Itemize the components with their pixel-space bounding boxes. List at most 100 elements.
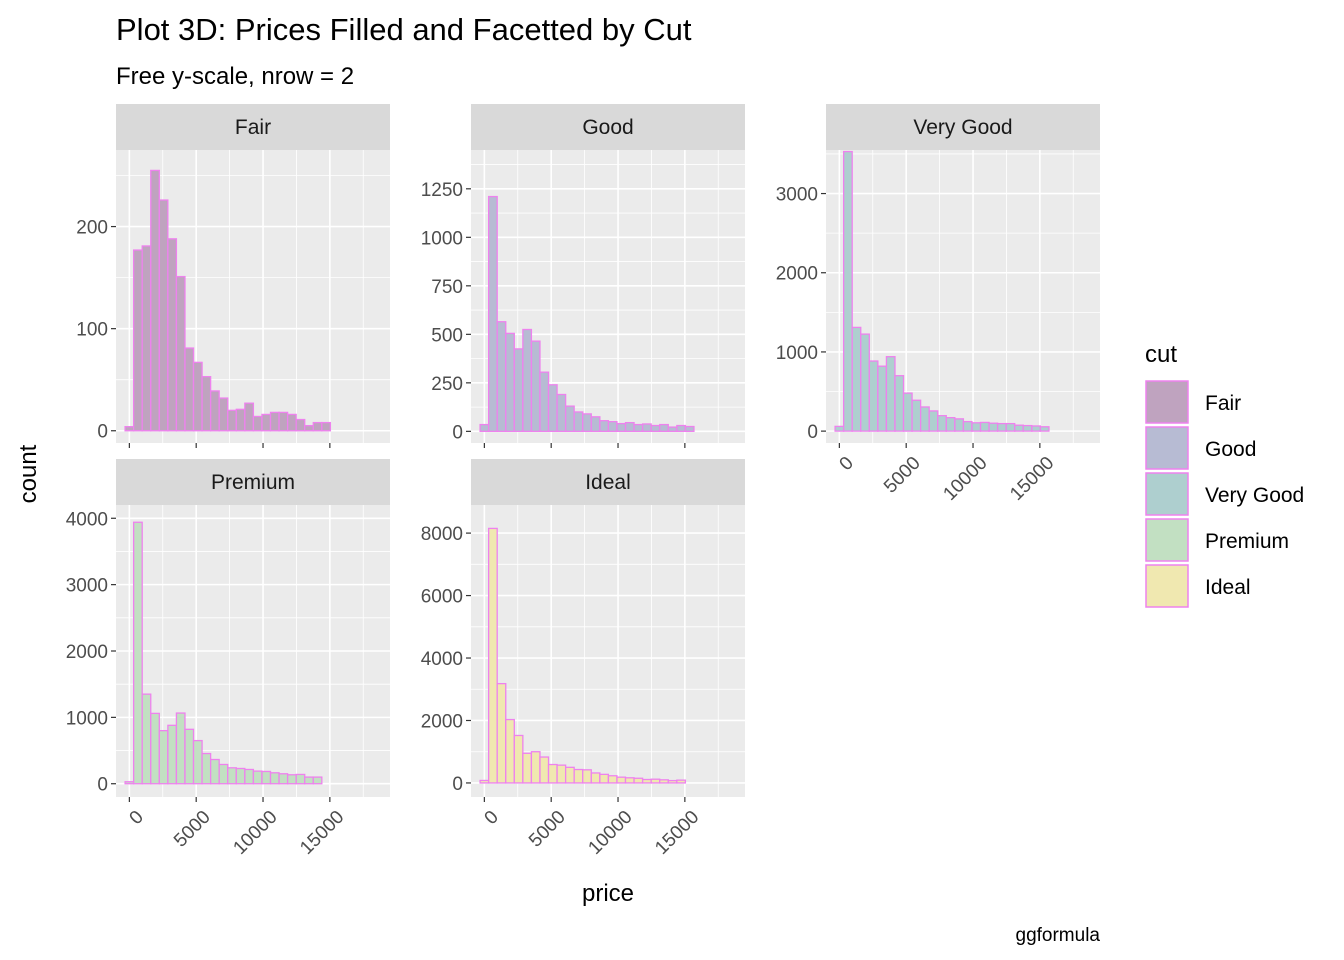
histogram-bar <box>175 275 186 432</box>
y-tick-label: 0 <box>452 774 463 795</box>
y-tick-label: 1000 <box>421 228 463 249</box>
histogram-bar <box>209 390 220 432</box>
legend: cut Fair Good Very Good Premium Ideal <box>1145 341 1304 608</box>
histogram-bar <box>607 775 618 784</box>
y-tick-label: 0 <box>452 422 463 443</box>
histogram-bar <box>522 752 533 784</box>
histogram-bar <box>286 774 297 785</box>
histogram-bar <box>988 422 999 432</box>
histogram-bar <box>834 425 845 432</box>
histogram-bar <box>218 397 229 432</box>
histogram-bar <box>278 773 289 785</box>
facet-strip-label: Premium <box>211 471 295 494</box>
histogram-bar <box>599 773 610 784</box>
histogram-bar <box>659 779 669 784</box>
x-tick-label: 10000 <box>229 807 281 859</box>
histogram-bar <box>1005 422 1016 432</box>
chart-title: Plot 3D: Prices Filled and Facetted by C… <box>116 12 692 47</box>
x-axis-title: price <box>582 880 634 907</box>
histogram-bar <box>616 776 627 784</box>
histogram-bar <box>1031 425 1042 432</box>
histogram-bar <box>868 360 879 432</box>
histogram-bar <box>996 422 1007 432</box>
histogram-bar <box>530 340 541 433</box>
histogram-bar <box>928 410 939 432</box>
facet-strip-label: Very Good <box>913 116 1012 139</box>
facet-strip <box>826 104 1100 150</box>
x-tick-label: 5000 <box>525 807 570 852</box>
x-tick-label: 15000 <box>1006 453 1058 505</box>
y-tick-label: 1000 <box>776 343 818 364</box>
histogram-bar <box>676 424 687 433</box>
histogram-bar <box>860 333 870 432</box>
legend-label: Ideal <box>1205 576 1251 599</box>
y-tick-label: 1250 <box>421 180 463 201</box>
x-tick-label: 10000 <box>584 807 636 859</box>
histogram-bar <box>962 420 973 432</box>
histogram-bar <box>607 421 618 433</box>
histogram-bar <box>877 365 888 432</box>
facet-panels: Fair 0 100 200 Good 0 250 500 750 1000 1250 Very Go… <box>66 104 1100 859</box>
histogram-bar <box>971 422 982 432</box>
histogram-bar <box>496 682 507 784</box>
histogram-bar <box>633 423 644 433</box>
histogram-bar <box>184 347 195 432</box>
histogram-bar <box>1039 426 1050 432</box>
histogram-bar <box>547 384 558 433</box>
histogram-bar <box>269 411 280 432</box>
legend-label: Good <box>1205 438 1256 461</box>
legend-label: Premium <box>1205 530 1289 553</box>
histogram-bar <box>141 245 152 432</box>
histogram-bar <box>539 371 550 433</box>
x-tick-label: 0 <box>126 807 148 829</box>
facet-panel-fair: Fair 0 100 200 <box>76 104 390 448</box>
y-tick-label: 0 <box>97 422 108 443</box>
histogram-bar <box>278 411 289 432</box>
histogram-bar <box>150 712 160 785</box>
histogram-bar <box>676 779 687 784</box>
histogram-bar <box>902 392 913 432</box>
x-tick-label: 15000 <box>296 807 348 859</box>
histogram-bar <box>192 361 203 432</box>
y-tick-label: 8000 <box>421 524 463 545</box>
facet-strip <box>116 459 390 505</box>
histogram-bar <box>1022 424 1033 432</box>
histogram-bar <box>261 413 272 432</box>
legend-item-very-good: Very Good <box>1145 472 1304 516</box>
y-tick-label: 0 <box>97 775 108 796</box>
histogram-bar <box>167 238 178 432</box>
histogram-bar <box>201 375 212 432</box>
legend-title: cut <box>1145 341 1177 368</box>
histogram-bar <box>124 426 135 432</box>
histogram-bar <box>624 421 635 433</box>
legend-label: Very Good <box>1205 484 1304 507</box>
legend-item-fair: Fair <box>1145 380 1241 424</box>
histogram-bar <box>227 767 237 785</box>
histogram-bars <box>124 169 332 432</box>
histogram-bar <box>227 409 237 432</box>
histogram-bar <box>556 764 567 784</box>
histogram-bars <box>124 521 323 785</box>
histogram-bar <box>1014 424 1024 432</box>
histogram-bar <box>911 399 922 432</box>
histogram-bar <box>158 729 169 785</box>
y-axis-title: count <box>15 444 42 503</box>
histogram-bar <box>286 413 297 432</box>
histogram-bar <box>851 326 862 432</box>
legend-key <box>1145 472 1189 516</box>
y-tick-label: 0 <box>807 422 818 443</box>
histogram-bar <box>295 773 306 785</box>
chart-subtitle: Free y-scale, nrow = 2 <box>116 63 354 90</box>
histogram-bar <box>295 418 306 432</box>
histogram-bars <box>834 150 1050 432</box>
histogram-bar <box>667 779 678 784</box>
facet-strip-label: Ideal <box>585 471 631 494</box>
histogram-bar <box>201 752 212 785</box>
histogram-bar <box>564 766 575 784</box>
histogram-bar <box>487 195 498 433</box>
histogram-bar <box>496 321 507 433</box>
histogram-bar <box>304 424 314 432</box>
histogram-bar <box>684 425 695 433</box>
histogram-bar <box>141 693 152 785</box>
